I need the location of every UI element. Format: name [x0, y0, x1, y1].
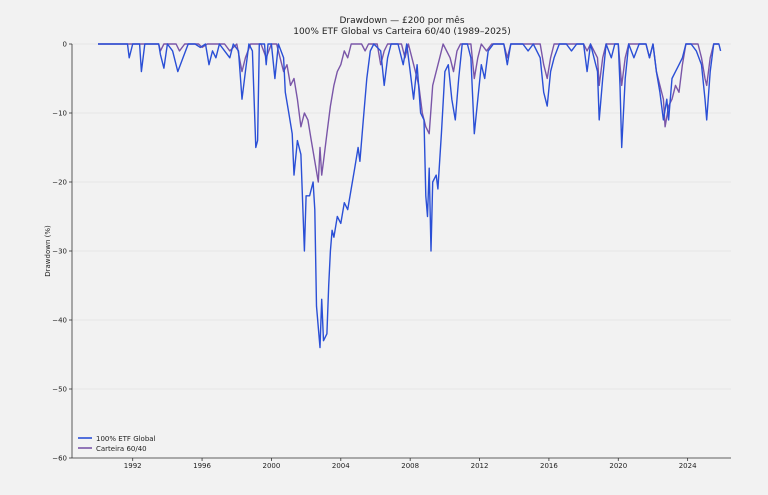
legend: 100% ETF Global Carteira 60/40 [78, 435, 156, 453]
x-tick-label: 2016 [540, 462, 558, 470]
y-axis-label: Drawdown (%) [44, 225, 52, 277]
x-tick-label: 2000 [263, 462, 281, 470]
y-tick-label: −10 [52, 110, 67, 118]
y-tick-label: −40 [52, 317, 67, 325]
chart-title: Drawdown — £200 por mês [339, 15, 464, 26]
grid [72, 43, 731, 459]
x-tick-label: 1996 [193, 462, 211, 470]
x-tick-label: 2024 [679, 462, 697, 470]
x-tick-label: 2012 [471, 462, 489, 470]
legend-label-6040: Carteira 60/40 [96, 445, 147, 453]
y-tick-label: 0 [63, 41, 67, 49]
legend-label-etf: 100% ETF Global [96, 435, 156, 443]
x-tick-label: 2004 [332, 462, 350, 470]
y-tick-label: −20 [52, 179, 67, 187]
y-tick-label: −30 [52, 248, 67, 256]
x-tick-label: 2020 [609, 462, 627, 470]
x-ticks: 1992 1996 2000 2004 2008 2012 2016 2020 2024 [124, 458, 697, 470]
y-tick-label: −60 [52, 455, 67, 463]
x-tick-label: 2008 [401, 462, 419, 470]
y-tick-label: −50 [52, 386, 67, 394]
y-ticks: 0 −10 −20 −30 −40 −50 −60 [52, 41, 72, 463]
series-lines [98, 43, 722, 349]
series-line-etf-global [98, 43, 722, 349]
x-tick-label: 1992 [124, 462, 142, 470]
chart-subtitle: 100% ETF Global vs Carteira 60/40 (1989–… [293, 27, 511, 37]
